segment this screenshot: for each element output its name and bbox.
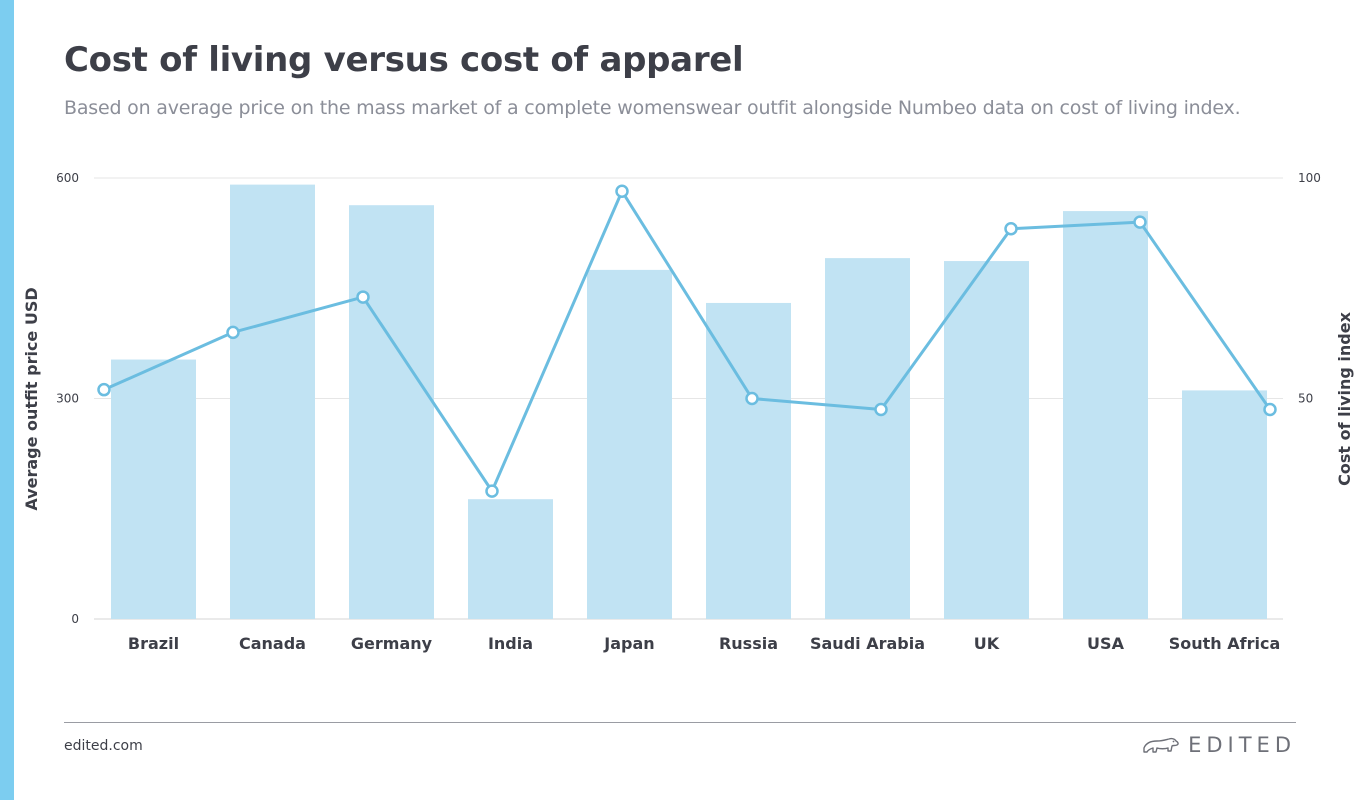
x-tick-label: Canada (239, 634, 306, 653)
axes: 0 300 600 50 100 Brazil Canada Germany India Japa… (22, 171, 1354, 653)
point-usa (1133, 215, 1147, 229)
line-series (97, 184, 1277, 498)
footer-url[interactable]: edited.com (64, 738, 143, 754)
bar-south-africa (1182, 390, 1267, 619)
side-accent-stripe (0, 0, 14, 800)
left-tick-label: 600 (56, 171, 79, 185)
bar-saudi-arabia (825, 258, 910, 619)
right-tick-label: 50 (1298, 392, 1313, 406)
polar-bear-logo-icon (1143, 737, 1179, 753)
y-axis-right-label: Cost of living index (1335, 311, 1354, 485)
x-tick-label: Saudi Arabia (810, 634, 925, 653)
point-south-africa (1263, 402, 1277, 417)
x-tick-label: UK (974, 634, 1000, 653)
point-uk (1004, 221, 1018, 236)
x-tick-label: Germany (351, 634, 433, 653)
footer-divider (64, 722, 1296, 723)
point-saudi-arabia (874, 402, 888, 417)
page-subtitle: Based on average price on the mass marke… (64, 97, 1241, 119)
point-germany (356, 290, 370, 304)
x-tick-label: South Africa (1169, 634, 1281, 653)
point-russia (745, 391, 759, 406)
bar-india (468, 499, 553, 619)
point-brazil (97, 382, 111, 397)
point-india (485, 484, 499, 498)
brand-logo: EDITED (1142, 733, 1296, 757)
x-tick-label: USA (1087, 634, 1125, 653)
left-tick-label: 300 (56, 392, 79, 406)
x-tick-label: Brazil (128, 634, 179, 653)
point-canada (226, 325, 240, 340)
x-tick-label: Japan (603, 634, 654, 653)
bar-canada (230, 184, 315, 620)
bar-japan (587, 269, 672, 619)
left-tick-label: 0 (71, 612, 79, 626)
bar-uk (944, 261, 1029, 619)
bar-usa (1063, 211, 1148, 619)
x-tick-label: India (488, 634, 533, 653)
x-tick-label: Russia (719, 634, 778, 653)
bar-germany (349, 205, 434, 619)
brand-name: EDITED (1188, 733, 1296, 757)
right-tick-label: 100 (1298, 171, 1321, 185)
cost-of-living-line (103, 189, 1272, 493)
page-title: Cost of living versus cost of apparel (64, 40, 744, 80)
bar-russia (706, 302, 791, 619)
bar-series (111, 184, 1267, 620)
bar-brazil (111, 359, 196, 619)
point-japan (615, 184, 629, 198)
y-axis-label: Average outfit price USD (22, 287, 41, 510)
